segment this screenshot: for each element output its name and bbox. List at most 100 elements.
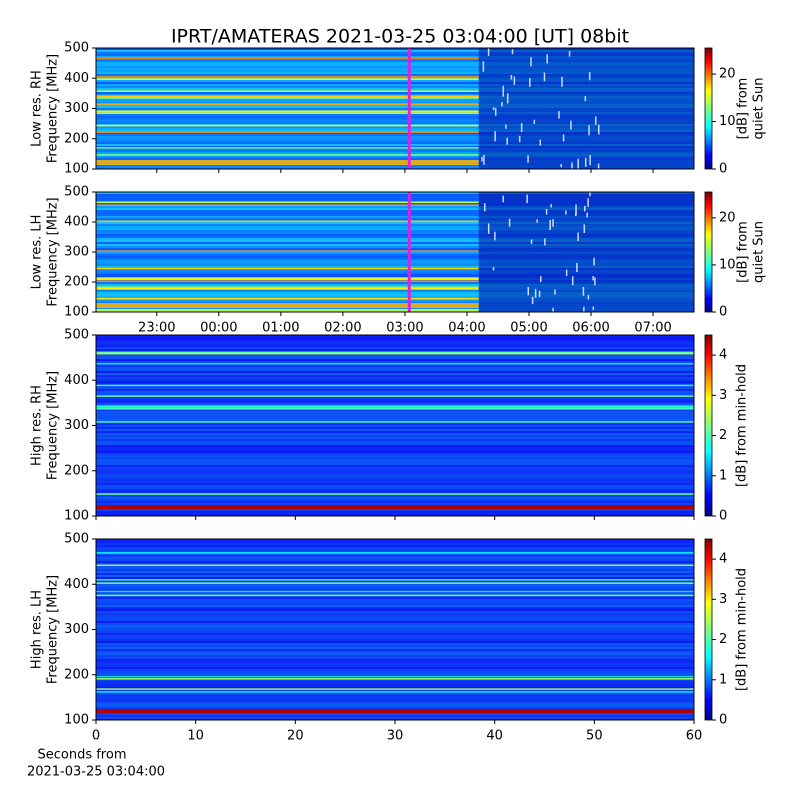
spectrogram-speck xyxy=(518,135,521,143)
spectrogram-band xyxy=(96,110,479,112)
spectrogram-speck xyxy=(568,51,571,57)
spectrogram-band xyxy=(96,384,694,387)
spectrogram-speck xyxy=(552,218,554,227)
spectrogram-row xyxy=(96,669,694,671)
colorbar-tick-label: 2 xyxy=(719,632,727,647)
colorbar-tick-label: 20 xyxy=(719,67,736,82)
spectrogram-row xyxy=(96,685,694,687)
spectrogram-band xyxy=(96,250,479,252)
spectrogram-row xyxy=(96,106,694,108)
spectrogram-band xyxy=(96,407,694,409)
spectrogram-speck xyxy=(588,125,590,136)
spectrogram-row xyxy=(96,94,694,96)
spectrogram-speck xyxy=(584,157,587,167)
spectrogram-speck xyxy=(562,134,565,142)
spectrogram-row xyxy=(96,401,694,403)
spectrogram-row xyxy=(96,264,694,266)
spectrogram-row xyxy=(96,481,694,483)
colorbar xyxy=(704,47,713,170)
spectrogram-row xyxy=(96,270,694,272)
spectrogram-speck xyxy=(492,267,495,271)
x-tick-label: 05:00 xyxy=(510,321,547,336)
spectrogram-row xyxy=(96,549,694,551)
spectrogram-speck xyxy=(529,78,531,87)
x-tick-label: 60 xyxy=(686,729,703,744)
spectrogram-row xyxy=(96,419,694,421)
spectrogram-row xyxy=(96,689,694,691)
y-tick-label: 300 xyxy=(64,418,89,433)
spectrogram-row xyxy=(96,659,694,661)
y-tick-label: 300 xyxy=(64,622,89,637)
spectrogram-band xyxy=(96,579,694,581)
spectrogram-row xyxy=(96,621,694,623)
spectrogram-row xyxy=(96,210,694,212)
y-tick-label: 100 xyxy=(64,509,89,524)
spectrogram-row xyxy=(96,389,694,391)
spectrogram-row xyxy=(96,615,694,617)
spectrogram-speck xyxy=(506,137,508,145)
spectrogram-row xyxy=(96,126,694,128)
spectrogram-row xyxy=(96,585,694,587)
spectrogram-row xyxy=(96,92,694,94)
spectrogram-row xyxy=(96,134,694,136)
spectrogram-row xyxy=(96,479,694,481)
spectrogram-speck xyxy=(565,269,568,277)
spectrogram-speck xyxy=(588,72,591,81)
spectrogram-row xyxy=(96,463,694,465)
spectrogram-speck xyxy=(526,194,528,204)
colorbar-label: [dB] from min-hold xyxy=(735,568,750,691)
spectrogram-band xyxy=(96,204,479,206)
spectrogram-speck xyxy=(539,139,542,146)
spectrogram-band xyxy=(96,95,479,97)
spectrogram-row xyxy=(96,701,694,703)
spectrogram-band xyxy=(96,220,479,223)
spectrogram-row xyxy=(96,252,694,254)
spectrogram-row xyxy=(96,206,694,208)
spectrogram-speck xyxy=(508,218,511,227)
spectrogram-speck xyxy=(594,277,596,286)
spectrogram-row xyxy=(96,619,694,621)
spectrogram-row xyxy=(96,369,694,371)
x-tick-label: 01:00 xyxy=(262,321,299,336)
spectrogram-band xyxy=(96,103,479,105)
spectrogram-band xyxy=(96,363,694,365)
y-tick-label: 100 xyxy=(64,713,89,728)
spectrogram-row xyxy=(96,244,694,246)
spectrogram-row xyxy=(96,66,694,68)
spectrogram-row xyxy=(96,58,694,60)
y-axis-label: High res. LH xyxy=(30,590,45,669)
spectrogram-row xyxy=(96,208,694,210)
spectrogram-band xyxy=(96,154,479,156)
spectrogram-band xyxy=(96,280,479,283)
spectrogram-row xyxy=(96,443,694,445)
spectrogram-row xyxy=(96,343,694,345)
spectrogram-speck xyxy=(494,231,496,241)
spectrogram-row xyxy=(96,60,694,62)
spectrogram-row xyxy=(96,561,694,563)
spectrogram-dark xyxy=(478,48,694,169)
spectrogram-band xyxy=(96,408,694,410)
spectrogram-band xyxy=(96,405,694,407)
spectrogram-row xyxy=(96,547,694,549)
spectrogram-row xyxy=(96,593,694,595)
spectrogram-band xyxy=(96,288,479,290)
spectrogram-row xyxy=(96,613,694,615)
spectrogram-row xyxy=(96,459,694,461)
spectrogram-row xyxy=(96,341,694,343)
spectrogram-row xyxy=(96,655,694,657)
spectrogram-row xyxy=(96,651,694,653)
spectrogram-row xyxy=(96,54,694,56)
spectrogram-row xyxy=(96,555,694,557)
spectrogram-row xyxy=(96,545,694,547)
spectrogram-row xyxy=(96,196,694,198)
spectrogram-speck xyxy=(527,287,530,296)
spectrogram-row xyxy=(96,357,694,359)
spectrogram-row xyxy=(96,393,694,395)
colorbar-tick-label: 3 xyxy=(719,592,727,607)
spectrogram-row xyxy=(96,483,694,485)
spectrogram-row xyxy=(96,254,694,256)
spectrogram-speck xyxy=(594,116,597,125)
spectrogram-hot xyxy=(96,709,694,713)
spectrogram-row xyxy=(96,487,694,489)
